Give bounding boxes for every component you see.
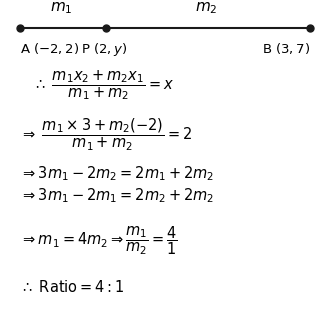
Text: A $(-2, 2)$: A $(-2, 2)$ [20,41,79,56]
Text: $\Rightarrow m_1 = 4m_2 \Rightarrow \dfrac{m_1}{m_2} = \dfrac{4}{1}$: $\Rightarrow m_1 = 4m_2 \Rightarrow \dfr… [20,225,178,257]
Text: $m_1$: $m_1$ [50,0,72,16]
Text: $\therefore\;\mathrm{Ratio} = 4 : 1$: $\therefore\;\mathrm{Ratio} = 4 : 1$ [20,279,124,295]
Text: P $(2, y)$: P $(2, y)$ [81,41,127,58]
Text: $\Rightarrow 3m_1 - 2m_2 = 2m_1 + 2m_2$: $\Rightarrow 3m_1 - 2m_2 = 2m_1 + 2m_2$ [20,164,214,183]
Text: B $(3, 7)$: B $(3, 7)$ [262,41,310,56]
Text: $m_2$: $m_2$ [195,0,217,16]
Text: $\Rightarrow 3m_1 - 2m_1 = 2m_2 + 2m_2$: $\Rightarrow 3m_1 - 2m_1 = 2m_2 + 2m_2$ [20,186,214,205]
Text: $\Rightarrow\;\dfrac{m_1 \times 3 + m_2(-2)}{m_1 + m_2} = 2$: $\Rightarrow\;\dfrac{m_1 \times 3 + m_2(… [20,116,192,153]
Text: $\therefore\;\dfrac{m_1 x_2 + m_2 x_1}{m_1 + m_2} = x$: $\therefore\;\dfrac{m_1 x_2 + m_2 x_1}{m… [33,68,174,102]
